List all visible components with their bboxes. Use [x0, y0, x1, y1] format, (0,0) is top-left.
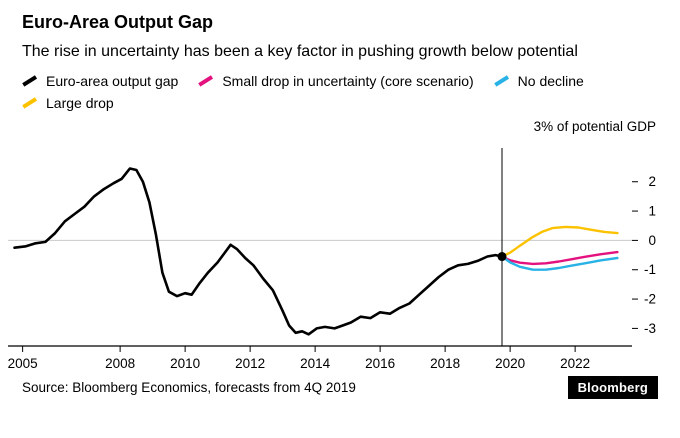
legend-item-small-drop: Small drop in uncertainty (core scenario…	[198, 72, 474, 89]
svg-text:2014: 2014	[300, 356, 331, 371]
legend-label: No decline	[517, 72, 584, 89]
svg-text:0: 0	[648, 233, 656, 248]
line-swatch-icon	[22, 75, 37, 87]
legend-item-no-decline: No decline	[493, 72, 584, 89]
svg-text:2016: 2016	[365, 356, 395, 371]
legend-label: Euro-area output gap	[46, 72, 179, 89]
chart-subtitle: The rise in uncertainty has been a key f…	[22, 42, 578, 60]
source-text: Source: Bloomberg Economics, forecasts f…	[22, 379, 356, 395]
line-swatch-icon	[198, 75, 214, 87]
svg-text:2020: 2020	[495, 356, 525, 371]
svg-text:2018: 2018	[430, 356, 460, 371]
svg-text:2008: 2008	[105, 356, 135, 371]
svg-text:-3: -3	[644, 321, 656, 336]
chart-footer: Source: Bloomberg Economics, forecasts f…	[0, 374, 680, 399]
page-title: Euro-Area Output Gap	[22, 12, 214, 32]
svg-text:-2: -2	[644, 291, 656, 306]
line-chart: 2 1 0 -1 -2 -3 2005 2008 2010 2012 2014 2016 2018 202…	[8, 147, 656, 371]
line-swatch-icon	[22, 97, 37, 109]
chart-legend: Euro-area output gap Small drop in uncer…	[22, 73, 658, 111]
bloomberg-logo: Bloomberg	[567, 375, 658, 399]
chart-card: Euro-Area Output Gap The rise in uncerta…	[0, 0, 680, 111]
svg-text:2010: 2010	[170, 356, 200, 371]
legend-item-large-drop: Large drop	[22, 95, 114, 111]
y-axis-unit-label: 3% of potential GDP	[533, 118, 656, 134]
svg-text:2012: 2012	[235, 356, 265, 371]
svg-text:1: 1	[648, 203, 656, 218]
svg-text:2005: 2005	[8, 356, 38, 371]
line-swatch-icon	[493, 75, 509, 87]
legend-item-output-gap: Euro-area output gap	[22, 73, 178, 89]
legend-label: Large drop	[46, 94, 114, 111]
svg-text:2: 2	[648, 174, 656, 189]
svg-text:-1: -1	[644, 262, 656, 277]
svg-text:2022: 2022	[560, 356, 590, 371]
legend-label: Small drop in uncertainty (core scenario…	[222, 72, 474, 89]
